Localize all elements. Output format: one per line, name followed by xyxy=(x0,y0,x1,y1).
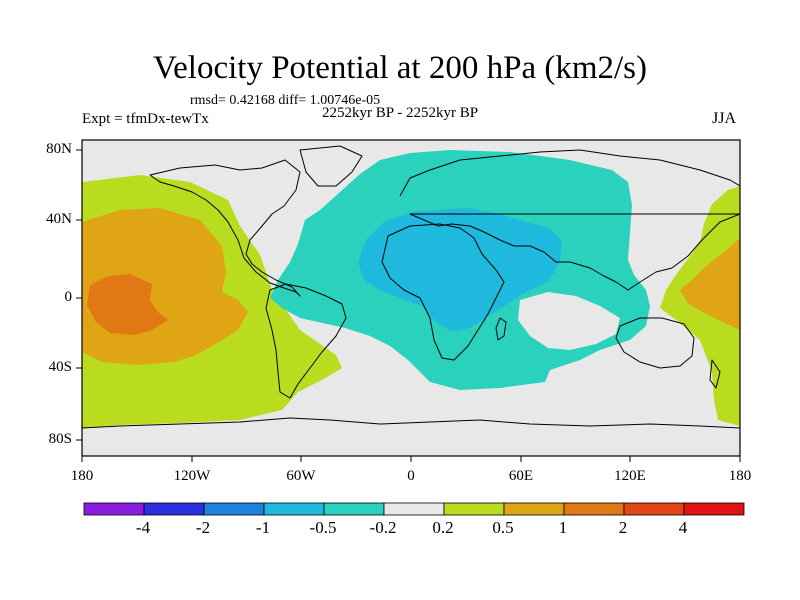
colorbar-swatch xyxy=(263,502,325,516)
contour-field xyxy=(82,140,740,456)
colorbar-swatch xyxy=(83,502,145,516)
y-tick-label: 80N xyxy=(46,141,72,157)
colorbar-label: -0.2 xyxy=(369,518,397,537)
colorbar-swatch xyxy=(383,502,445,516)
axis-ticks xyxy=(76,149,741,462)
x-tick-label: 0 xyxy=(407,468,415,484)
coast-antarctica xyxy=(82,417,740,429)
coast-north-america xyxy=(149,159,301,297)
y-tick-label: 40S xyxy=(48,359,72,375)
y-tick-label: 40N xyxy=(46,211,72,227)
colorbar-swatch xyxy=(683,502,745,516)
page-title: Velocity Potential at 200 hPa (km2/s) xyxy=(152,50,648,86)
contour-pacific-1 xyxy=(87,274,168,335)
coast-south-america xyxy=(265,283,347,399)
colorbar-swatch xyxy=(143,502,205,516)
colorbar-swatch xyxy=(203,502,265,516)
x-tick-label: 120E xyxy=(614,468,646,484)
y-tick-label: 80S xyxy=(48,431,72,447)
colorbar-swatch xyxy=(623,502,685,516)
colorbar-label: -1 xyxy=(255,518,271,537)
x-tick-label: 180 xyxy=(728,468,752,484)
colorbar-label: -0.5 xyxy=(309,518,337,537)
contour-southern-neutral xyxy=(518,292,620,350)
stats-line: rmsd= 0.42168 diff= 1.00746e-05 xyxy=(190,93,381,108)
x-tick-label: 120W xyxy=(173,468,211,484)
coast-new-zealand xyxy=(709,359,721,389)
colorbar-label: 0.2 xyxy=(432,518,454,537)
colorbar xyxy=(83,502,745,516)
colorbar-swatch xyxy=(563,502,625,516)
colorbar-label: -2 xyxy=(195,518,211,537)
y-tick-label: 0 xyxy=(64,289,73,305)
contour-africa-neg-0.5 xyxy=(358,208,562,332)
colorbar-label: 1 xyxy=(558,518,568,537)
coast-eurasia xyxy=(399,149,740,291)
x-tick-label: 60E xyxy=(508,468,534,484)
colorbar-swatch xyxy=(503,502,565,516)
colorbar-swatch xyxy=(443,502,505,516)
coast-greenland xyxy=(299,145,363,187)
colorbar-label: 0.5 xyxy=(492,518,514,537)
coast-australia xyxy=(615,317,695,369)
x-tick-label: 180 xyxy=(70,468,94,484)
colorbar-label: -4 xyxy=(135,518,151,537)
contour-westpacific-0.5 xyxy=(680,238,740,330)
period-label: 2252kyr BP - 2252kyr BP xyxy=(322,105,479,121)
coastlines xyxy=(82,145,740,429)
coast-madagascar xyxy=(495,317,507,341)
coast-africa xyxy=(381,223,505,361)
colorbar-swatch xyxy=(323,502,385,516)
season-label: JJA xyxy=(712,110,737,127)
experiment-label: Expt = tfmDx-tewTx xyxy=(82,111,209,127)
colorbar-label: 4 xyxy=(678,518,688,537)
x-tick-label: 60W xyxy=(286,468,316,484)
colorbar-label: 2 xyxy=(618,518,628,537)
